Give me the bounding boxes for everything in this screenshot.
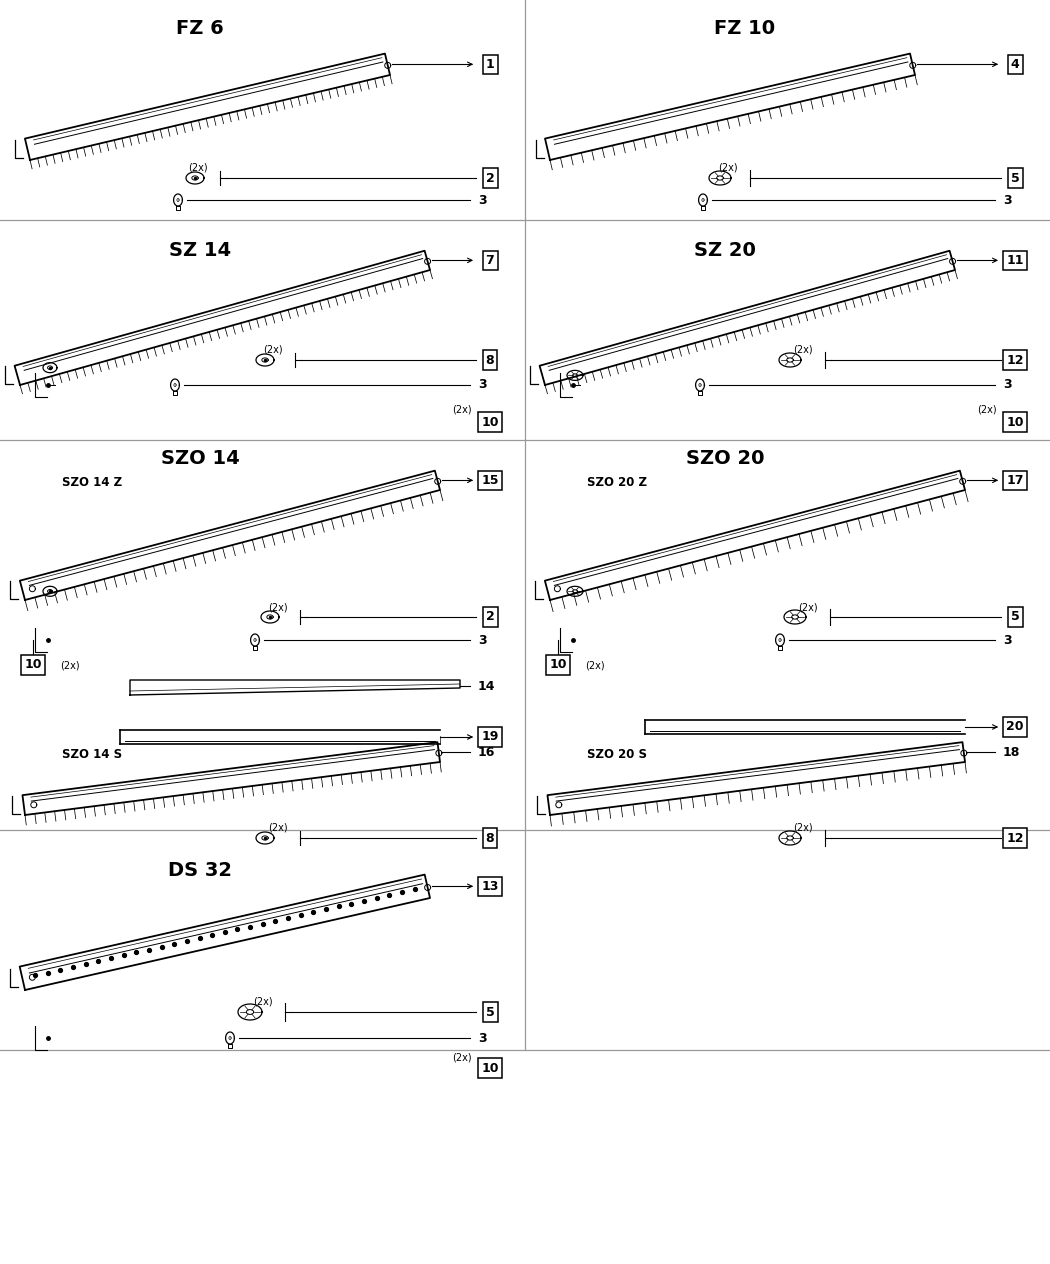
Text: (2x): (2x) <box>793 345 813 355</box>
Text: SZ 20: SZ 20 <box>694 240 756 259</box>
Text: (2x): (2x) <box>188 163 208 173</box>
Text: 3: 3 <box>478 1031 486 1044</box>
Text: 2: 2 <box>485 172 495 185</box>
Text: 18: 18 <box>1003 746 1021 758</box>
Text: 5: 5 <box>485 1005 495 1019</box>
Text: SZ 14: SZ 14 <box>169 240 231 259</box>
Text: 5: 5 <box>1010 611 1020 623</box>
Text: SZO 14: SZO 14 <box>161 449 239 468</box>
Text: 16: 16 <box>478 746 496 758</box>
Text: 5: 5 <box>1010 172 1020 185</box>
Text: SZO 14 S: SZO 14 S <box>62 748 122 761</box>
Text: DS 32: DS 32 <box>168 861 232 880</box>
Text: 7: 7 <box>485 254 495 267</box>
Text: FZ 10: FZ 10 <box>714 19 776 38</box>
Text: (2x): (2x) <box>793 823 813 833</box>
Text: SZO 20 S: SZO 20 S <box>587 748 647 761</box>
Text: 13: 13 <box>481 880 499 892</box>
Text: 20: 20 <box>1006 720 1024 733</box>
Text: 14: 14 <box>478 680 496 693</box>
Text: SZO 20 Z: SZO 20 Z <box>587 475 647 488</box>
Text: 3: 3 <box>1003 633 1011 646</box>
Text: 17: 17 <box>1006 474 1024 487</box>
Text: 15: 15 <box>481 474 499 487</box>
Text: (2x): (2x) <box>268 823 288 833</box>
Text: (2x): (2x) <box>453 404 471 415</box>
Text: 10: 10 <box>549 659 567 671</box>
Text: (2x): (2x) <box>718 163 738 173</box>
Text: 3: 3 <box>1003 378 1011 392</box>
Text: 3: 3 <box>478 378 486 392</box>
Text: 12: 12 <box>1006 832 1024 844</box>
Text: 11: 11 <box>1006 254 1024 267</box>
Text: 19: 19 <box>481 731 499 743</box>
Text: 3: 3 <box>478 193 486 206</box>
Text: 10: 10 <box>481 416 499 428</box>
Text: 10: 10 <box>481 1062 499 1074</box>
Text: (2x): (2x) <box>264 345 282 355</box>
Text: 12: 12 <box>1006 354 1024 367</box>
Text: (2x): (2x) <box>978 404 996 415</box>
Text: 10: 10 <box>1006 416 1024 428</box>
Text: (2x): (2x) <box>585 660 605 670</box>
Text: 10: 10 <box>24 659 42 671</box>
Text: 2: 2 <box>485 611 495 623</box>
Text: (2x): (2x) <box>60 660 80 670</box>
Text: FZ 6: FZ 6 <box>176 19 224 38</box>
Text: 3: 3 <box>478 633 486 646</box>
Text: SZO 14 Z: SZO 14 Z <box>62 475 122 488</box>
Text: 8: 8 <box>486 354 495 367</box>
Text: 3: 3 <box>1003 193 1011 206</box>
Text: (2x): (2x) <box>268 602 288 612</box>
Text: 4: 4 <box>1010 58 1020 71</box>
Text: (2x): (2x) <box>253 997 273 1007</box>
Text: 1: 1 <box>485 58 495 71</box>
Text: SZO 20: SZO 20 <box>686 449 764 468</box>
Text: (2x): (2x) <box>798 602 818 612</box>
Text: 8: 8 <box>486 832 495 844</box>
Text: (2x): (2x) <box>453 1053 471 1063</box>
